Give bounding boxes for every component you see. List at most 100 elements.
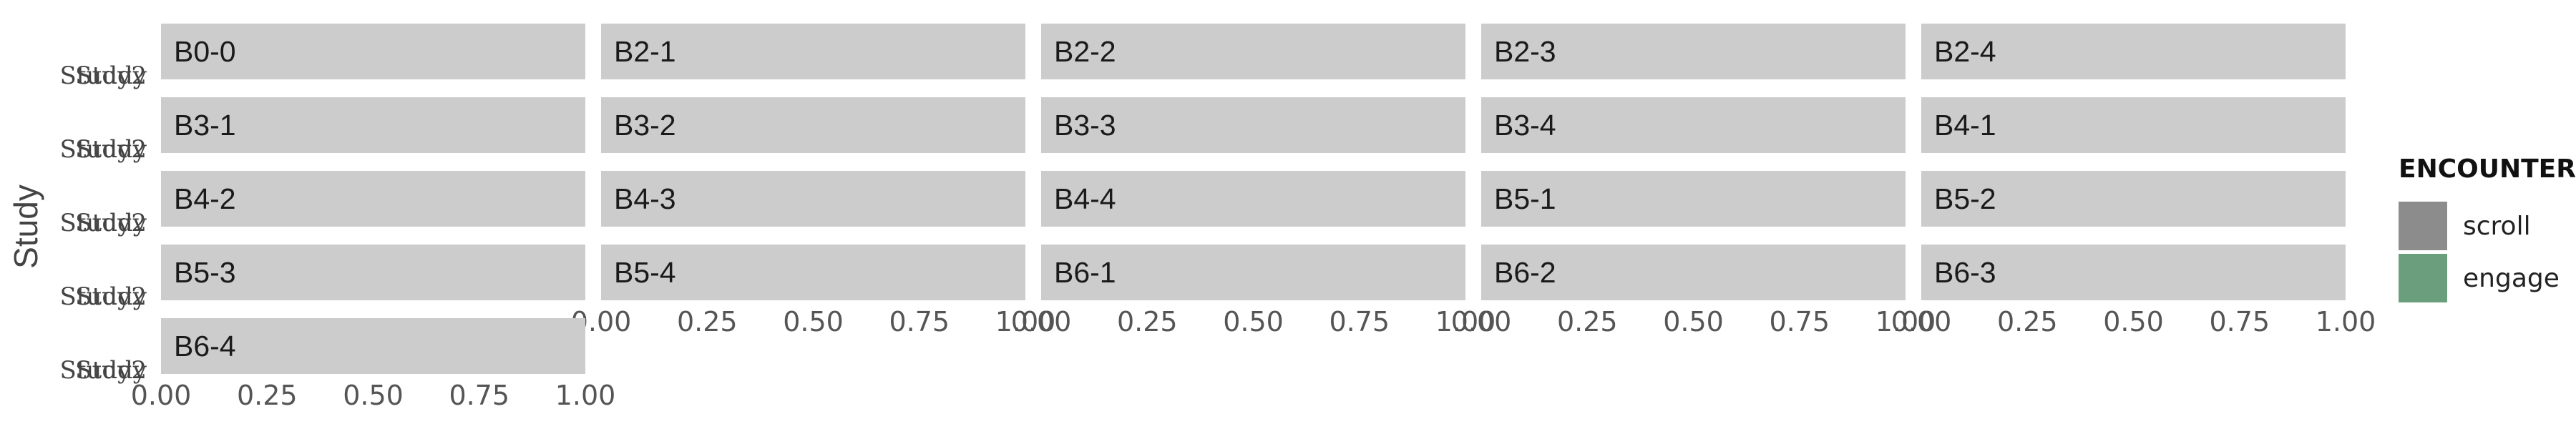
facet-label: B5-4	[614, 256, 676, 289]
facet-label: B2-3	[1494, 35, 1556, 68]
x-tick-label: 0.50	[783, 306, 844, 337]
x-tick-label: 0.75	[1329, 306, 1390, 337]
facet-strip	[601, 171, 1025, 227]
facet-label: B6-2	[1494, 256, 1556, 289]
y-tick-label: Study2	[60, 282, 147, 311]
facet-strip	[1921, 24, 2346, 79]
facet-strip	[1041, 171, 1465, 227]
facet-label: B3-3	[1054, 109, 1116, 142]
facet-strip	[161, 97, 585, 153]
x-tick-label: 1.00	[995, 306, 1056, 337]
facet-panel: B5-1	[1481, 171, 1906, 227]
facet-label: B6-1	[1054, 256, 1116, 289]
facet-strip	[1041, 245, 1465, 300]
facet-panel: B4-2	[161, 171, 585, 227]
facet-strip	[1921, 97, 2346, 153]
legend-label-scroll: scroll	[2463, 212, 2531, 241]
facet-label: B5-3	[174, 256, 236, 289]
facet-strip	[601, 97, 1025, 153]
x-tick-label: 0.00	[1891, 306, 1952, 337]
facet-strip	[601, 24, 1025, 79]
facet-label: B2-4	[1934, 35, 1996, 68]
facet-panel: B3-2	[601, 97, 1025, 153]
facet-panel: B6-3 0.00 0.25 0.50 0.75 1.00	[1891, 245, 2376, 337]
x-tick-label: 0.00	[1011, 306, 1072, 337]
facet-strip	[161, 245, 585, 300]
facet-label: B4-1	[1934, 109, 1996, 142]
y-tick-label: Study2	[60, 356, 147, 385]
facet-panel: B4-4	[1041, 171, 1465, 227]
facet-strip	[601, 245, 1025, 300]
x-tick-label: 1.00	[555, 380, 616, 411]
facet-strip	[1481, 97, 1906, 153]
facet-panel: B3-3	[1041, 97, 1465, 153]
y-tick-label: Study	[75, 61, 147, 90]
x-tick-label: 0.00	[1451, 306, 1512, 337]
facet-panel: B2-3	[1481, 24, 1906, 79]
x-tick-label: 0.75	[449, 380, 509, 411]
facet-label: B6-3	[1934, 256, 1996, 289]
x-tick-label: 0.50	[1223, 306, 1284, 337]
x-tick-label: 0.25	[1997, 306, 2058, 337]
x-tick-label: 0.50	[2103, 306, 2164, 337]
y-tick-label: Study	[75, 282, 147, 311]
facet-strip	[1481, 171, 1906, 227]
facet-strip	[1921, 171, 2346, 227]
facet-panel: B5-2	[1921, 171, 2346, 227]
legend: ENCOUNTER scroll engage	[2399, 154, 2576, 302]
facet-panel: B6-4 0.00 0.25 0.50 0.75 1.00	[131, 318, 616, 411]
y-axis-title: Study	[7, 184, 44, 269]
x-tick-label: 0.25	[237, 380, 298, 411]
legend-swatch-engage	[2399, 254, 2447, 302]
facet-strip	[161, 24, 585, 79]
facet-label: B5-2	[1934, 182, 1996, 215]
facet-panel: B3-1	[161, 97, 585, 153]
x-tick-label: 1.00	[1435, 306, 1496, 337]
facet-label: B3-4	[1494, 109, 1556, 142]
x-tick-label: 1.00	[1875, 306, 1936, 337]
facet-panel: B4-3	[601, 171, 1025, 227]
facet-panel: B5-3	[161, 245, 585, 300]
facet-panel: B0-0	[161, 24, 585, 79]
facet-strip	[1481, 245, 1906, 300]
x-tick-label: 0.75	[889, 306, 950, 337]
facet-label: B3-2	[614, 109, 676, 142]
x-tick-label: 1.00	[2316, 306, 2376, 337]
facet-strip	[1921, 245, 2346, 300]
facet-label: B0-0	[174, 35, 236, 68]
x-tick-label: 0.50	[343, 380, 404, 411]
x-tick-label: 0.00	[131, 380, 192, 411]
x-tick-label: 0.50	[1663, 306, 1724, 337]
facet-label: B6-4	[174, 330, 236, 363]
facet-panel: B6-2 0.00 0.25 0.50 0.75 1.00	[1451, 245, 1936, 337]
legend-title: ENCOUNTER	[2399, 154, 2576, 184]
x-tick-label: 0.25	[677, 306, 738, 337]
facet-panel: B6-1 0.00 0.25 0.50 0.75 1.00	[1011, 245, 1496, 337]
facet-label: B2-1	[614, 35, 676, 68]
facet-label: B4-3	[614, 182, 676, 215]
x-tick-label: 0.75	[1769, 306, 1830, 337]
y-tick-label: Study2	[60, 61, 147, 90]
facet-panel: B3-4	[1481, 97, 1906, 153]
y-tick-label: Study	[75, 135, 147, 164]
facet-panel: B2-2	[1041, 24, 1465, 79]
legend-swatch-scroll	[2399, 202, 2447, 250]
x-tick-label: 0.25	[1557, 306, 1618, 337]
x-tick-label: 0.75	[2209, 306, 2270, 337]
facet-panel: B2-4	[1921, 24, 2346, 79]
facet-strip	[161, 171, 585, 227]
facet-panel: B5-40.00 0.25 0.50 0.75 1.00	[571, 245, 1056, 337]
facet-strip	[1041, 97, 1465, 153]
y-tick-label: Study	[75, 209, 147, 237]
facet-panel: B4-1	[1921, 97, 2346, 153]
y-tick-label: Study2	[60, 209, 147, 237]
facet-strip	[161, 318, 585, 374]
y-axis-title-group: Study	[7, 184, 44, 269]
facet-panel: B2-1	[601, 24, 1025, 79]
facet-label: B4-2	[174, 182, 236, 215]
legend-label-engage: engage	[2463, 264, 2560, 293]
facet-strip	[1481, 24, 1906, 79]
y-tick-label: Study	[75, 356, 147, 385]
